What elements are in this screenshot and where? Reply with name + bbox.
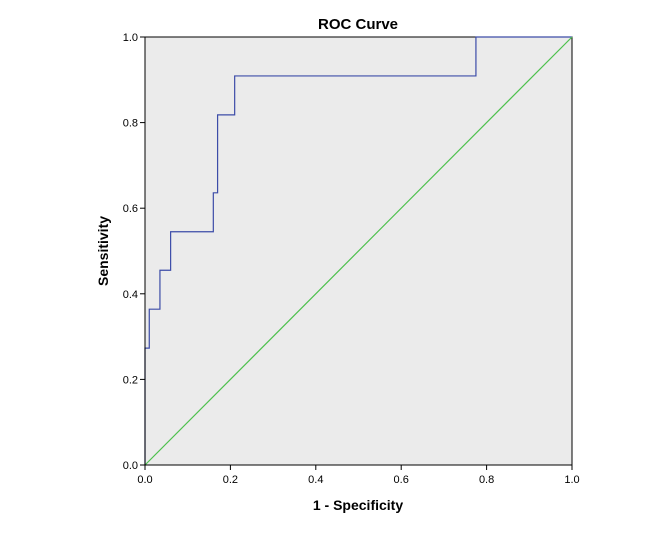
y-tick-label: 0.2 bbox=[123, 374, 138, 386]
chart-title: ROC Curve bbox=[318, 16, 398, 33]
series-layer bbox=[144, 36, 573, 466]
x-tick-label: 0.8 bbox=[479, 474, 494, 486]
series-line-2 bbox=[144, 36, 573, 466]
series-line-1 bbox=[144, 36, 572, 465]
x-tick-label: 0.4 bbox=[308, 474, 323, 486]
y-axis-label: Sensitivity bbox=[95, 216, 111, 286]
y-tick-label: 0.4 bbox=[123, 289, 138, 301]
x-tick-label: 1.0 bbox=[564, 474, 579, 486]
y-tick-label: 0.6 bbox=[123, 203, 138, 215]
x-axis-label: 1 - Specificity bbox=[313, 497, 403, 513]
y-tick-label: 0.8 bbox=[123, 118, 138, 130]
x-tick-label: 0.2 bbox=[223, 474, 238, 486]
y-tick-label: 1.0 bbox=[123, 32, 138, 44]
y-axis-ticks: 0.0 0.2 0.4 0.6 0.8 1.0 bbox=[123, 32, 145, 472]
x-tick-label: 0.6 bbox=[394, 474, 409, 486]
y-tick-label: 0.0 bbox=[123, 460, 138, 472]
x-tick-label: 0.0 bbox=[137, 474, 152, 486]
x-axis-ticks: 0.0 0.2 0.4 0.6 0.8 1.0 bbox=[137, 465, 580, 486]
